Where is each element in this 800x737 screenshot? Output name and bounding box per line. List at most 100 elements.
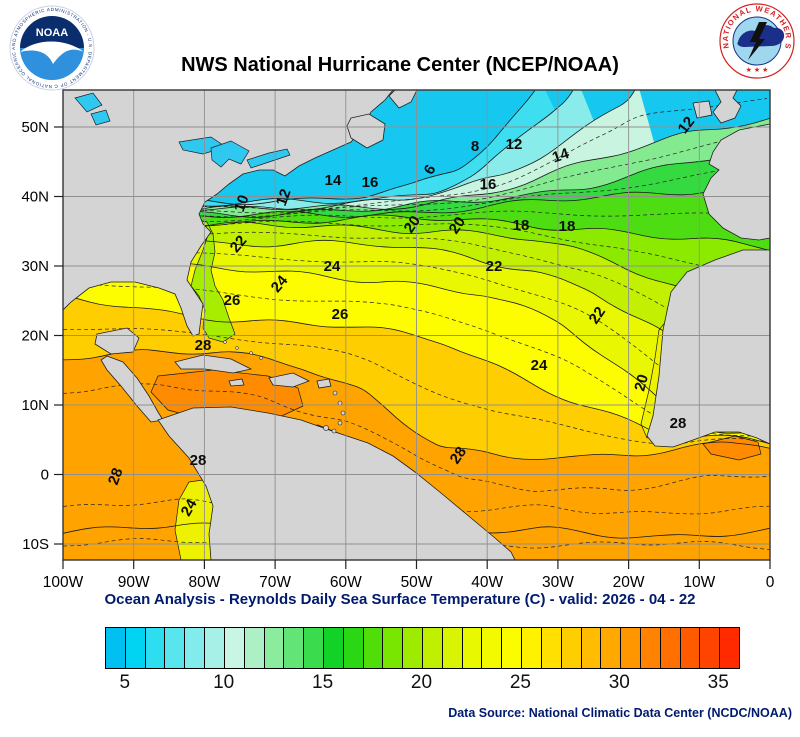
contour-label: 28 bbox=[447, 444, 470, 467]
colorbar bbox=[105, 627, 740, 669]
colorbar-cell-35 bbox=[720, 628, 739, 668]
colorbar-cell-30 bbox=[621, 628, 641, 668]
colorbar-cell-24 bbox=[502, 628, 523, 668]
contour-label: 28 bbox=[670, 415, 687, 432]
colorbar-tick-label: 35 bbox=[707, 672, 729, 693]
y-axis-label: 0 bbox=[41, 467, 49, 484]
y-axis-label: 10S bbox=[22, 536, 49, 553]
contour-label: 16 bbox=[362, 174, 379, 191]
colorbar-tick-label: 25 bbox=[509, 672, 531, 693]
island-bahamas-2 bbox=[249, 351, 253, 355]
colorbar-cell-6 bbox=[145, 628, 166, 668]
land-hispaniola bbox=[268, 372, 310, 388]
colorbar-cell-16 bbox=[343, 628, 364, 668]
colorbar-cell-10 bbox=[224, 628, 245, 668]
colorbar-cell-8 bbox=[185, 628, 206, 668]
isotherm-28 bbox=[63, 349, 770, 460]
nws-lightning-icon bbox=[748, 22, 767, 60]
colorbar-cell-18 bbox=[383, 628, 404, 668]
land-jamaica bbox=[228, 378, 245, 387]
contour-label: 22 bbox=[486, 258, 503, 275]
island-bahamas-3 bbox=[259, 356, 263, 360]
colorbar-cell-5 bbox=[125, 628, 146, 668]
colorbar-tick-label: 15 bbox=[312, 672, 334, 693]
island-trinidad bbox=[323, 425, 329, 431]
contour-label: 20 bbox=[401, 213, 424, 236]
contour-label: 18 bbox=[513, 217, 530, 234]
island-antilles-1 bbox=[337, 400, 343, 406]
y-axis-label: 20N bbox=[21, 328, 49, 345]
map-caption: Ocean Analysis - Reynolds Daily Sea Surf… bbox=[104, 591, 696, 608]
axes: 50N 40N 30N 20N 10N 0 10S 100W 90W 80W 70W 60W 50W 40… bbox=[21, 89, 775, 591]
x-axis-label: 70W bbox=[259, 574, 291, 590]
contour-label: 20 bbox=[446, 214, 469, 237]
colorbar-cell-22 bbox=[462, 628, 483, 668]
contour-label: 20 bbox=[631, 373, 652, 394]
colorbar-cell-34 bbox=[700, 628, 721, 668]
x-axis-label: 90W bbox=[118, 574, 150, 590]
colorbar-cell-15 bbox=[323, 628, 344, 668]
contour-label: 12 bbox=[675, 113, 699, 137]
colorbar-cell-32 bbox=[660, 628, 681, 668]
colorbar-cell-19 bbox=[403, 628, 423, 668]
colorbar-cell-23 bbox=[482, 628, 503, 668]
land-puerto-rico bbox=[316, 378, 332, 389]
colorbar-cell-9 bbox=[205, 628, 225, 668]
island-antilles-3 bbox=[337, 420, 343, 426]
contour-label: 24 bbox=[178, 496, 201, 520]
colorbar-tick-label: 5 bbox=[119, 672, 131, 693]
isotherm-dashed-22-24 bbox=[63, 249, 768, 413]
page-title: NWS National Hurricane Center (NCEP/NOAA… bbox=[181, 54, 619, 76]
land-north-america bbox=[63, 90, 394, 337]
contour-label: 14 bbox=[325, 172, 342, 189]
y-axis-label: 30N bbox=[21, 258, 49, 275]
x-axis-label: 10W bbox=[683, 574, 715, 590]
contour-label: 24 bbox=[324, 258, 341, 275]
lake-michigan-huron bbox=[210, 140, 250, 168]
land-central-america bbox=[100, 355, 164, 423]
colorbar-cell-33 bbox=[680, 628, 701, 668]
colorbar-cell-11 bbox=[244, 628, 265, 668]
y-axis-label: 10N bbox=[21, 397, 49, 414]
contour-label: 28 bbox=[195, 337, 212, 354]
contour-label: 28 bbox=[105, 466, 127, 487]
land-labrador bbox=[388, 90, 418, 109]
x-axis-label: 60W bbox=[330, 574, 362, 590]
x-axis-label: 40W bbox=[471, 574, 503, 590]
contour-label: 16 bbox=[480, 176, 497, 193]
island-bahamas-0 bbox=[223, 340, 227, 344]
island-antilles-2 bbox=[340, 410, 346, 416]
noaa-logo-label: NOAA bbox=[36, 27, 68, 39]
data-source-text: Data Source: National Climatic Data Cent… bbox=[448, 706, 792, 720]
land-newfoundland bbox=[346, 113, 386, 149]
island-antilles-0 bbox=[332, 390, 338, 396]
colorbar-cell-12 bbox=[264, 628, 285, 668]
contour-label: 22 bbox=[586, 304, 609, 327]
land-south-america bbox=[157, 406, 516, 560]
isotherm-dashed-tropics-0 bbox=[63, 383, 770, 492]
colorbar-tick-label: 20 bbox=[410, 672, 433, 693]
land-ireland bbox=[692, 100, 713, 119]
x-axis-label: 0 bbox=[766, 574, 775, 590]
colorbar-cell-26 bbox=[541, 628, 562, 668]
colorbar-cell-27 bbox=[561, 628, 582, 668]
lake-winnipeg bbox=[74, 92, 103, 113]
colorbar-cell-25 bbox=[522, 628, 542, 668]
x-axis-label: 50W bbox=[401, 574, 433, 590]
colorbar-tick-label: 10 bbox=[213, 672, 235, 693]
colorbar-cell-4 bbox=[106, 628, 126, 668]
x-axis-label: 100W bbox=[43, 574, 84, 590]
noaa-logo: NATIONAL OCEANIC AND ATMOSPHERIC ADMINIS… bbox=[8, 4, 95, 91]
island-bahamas-1 bbox=[235, 346, 239, 350]
colorbar-cell-29 bbox=[601, 628, 622, 668]
island-antilles-4 bbox=[331, 428, 337, 434]
contour-label: 8 bbox=[471, 138, 479, 155]
land-cuba bbox=[174, 354, 253, 374]
colorbar-cell-21 bbox=[442, 628, 463, 668]
contour-label: 26 bbox=[224, 292, 241, 309]
contour-label: 28 bbox=[190, 452, 207, 469]
colorbar-tick-label: 30 bbox=[608, 672, 630, 693]
x-axis-label: 20W bbox=[613, 574, 645, 590]
colorbar-cell-20 bbox=[423, 628, 443, 668]
